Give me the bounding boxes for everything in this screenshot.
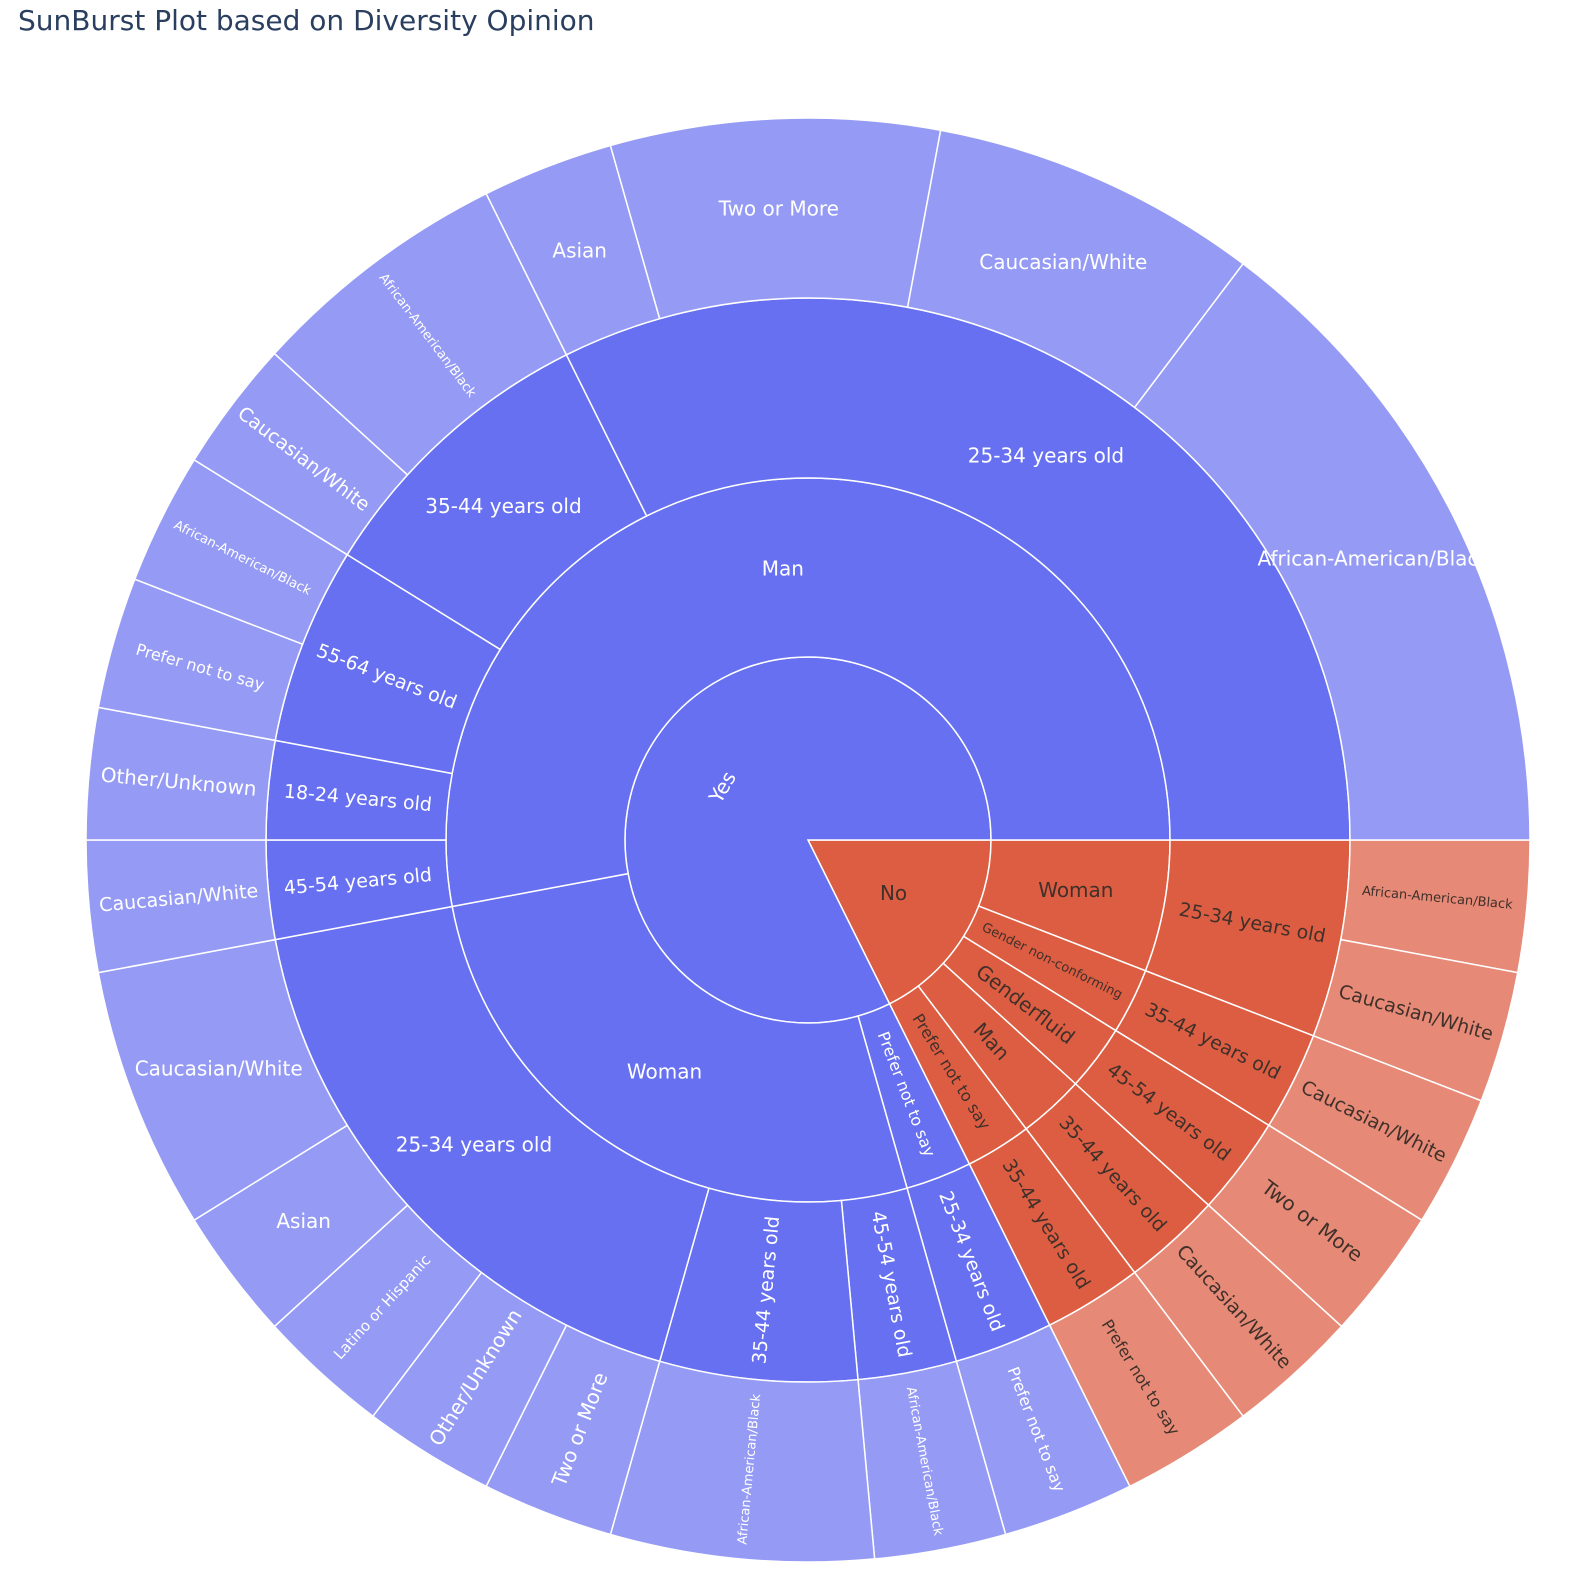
sector-yes-man-25-34-years-old-african-american-black[interactable] <box>1133 262 1531 841</box>
sector-yes-man-25-34-years-old-two-or-more[interactable] <box>609 117 942 320</box>
chart-title: SunBurst Plot based on Diversity Opinion <box>18 4 595 37</box>
